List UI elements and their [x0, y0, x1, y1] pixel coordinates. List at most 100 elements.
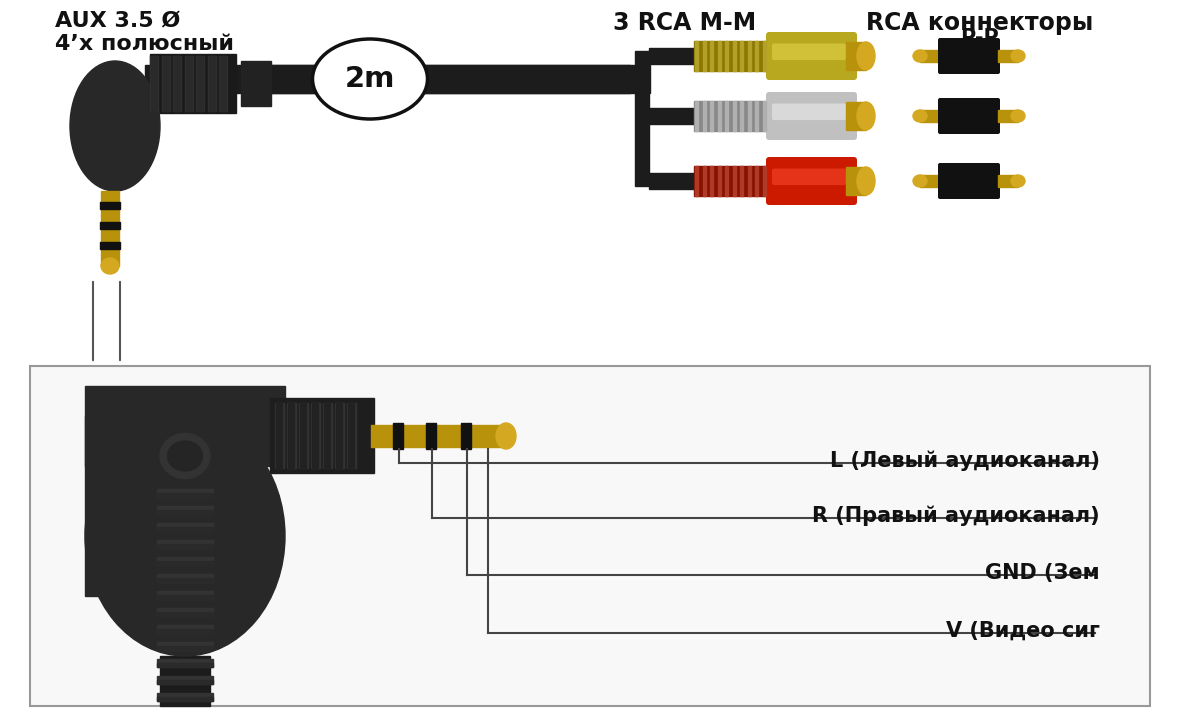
- Ellipse shape: [312, 39, 428, 119]
- FancyBboxPatch shape: [772, 169, 847, 185]
- Bar: [241, 61, 270, 106]
- Bar: [648, 173, 694, 189]
- Ellipse shape: [857, 42, 875, 70]
- Bar: [157, 680, 213, 684]
- Bar: [288, 403, 294, 468]
- Bar: [196, 56, 204, 111]
- Bar: [270, 398, 374, 473]
- Bar: [157, 693, 213, 701]
- Bar: [299, 403, 307, 468]
- Bar: [335, 403, 344, 468]
- Bar: [755, 101, 758, 131]
- Bar: [209, 56, 215, 111]
- Bar: [718, 166, 720, 196]
- Bar: [157, 574, 213, 582]
- Bar: [174, 56, 180, 111]
- Bar: [348, 403, 354, 468]
- Bar: [157, 697, 213, 701]
- Ellipse shape: [101, 258, 119, 274]
- Bar: [157, 527, 213, 531]
- Bar: [100, 202, 120, 209]
- Ellipse shape: [160, 433, 210, 479]
- FancyBboxPatch shape: [938, 163, 1000, 199]
- Bar: [157, 591, 213, 599]
- Ellipse shape: [913, 175, 927, 187]
- Text: V (Видео сиг: V (Видео сиг: [946, 621, 1100, 641]
- Bar: [920, 175, 940, 187]
- Text: GND (Зем: GND (Зем: [986, 563, 1100, 583]
- Bar: [157, 557, 213, 565]
- Bar: [997, 175, 1017, 187]
- Ellipse shape: [913, 50, 927, 62]
- Bar: [157, 506, 213, 514]
- Bar: [269, 65, 630, 93]
- Bar: [157, 612, 213, 616]
- Bar: [150, 56, 158, 111]
- Bar: [710, 41, 713, 71]
- Ellipse shape: [913, 110, 927, 122]
- Bar: [151, 56, 157, 111]
- Bar: [157, 642, 213, 650]
- Ellipse shape: [85, 416, 285, 656]
- Bar: [371, 425, 501, 447]
- Bar: [694, 41, 769, 71]
- Bar: [920, 110, 940, 122]
- FancyBboxPatch shape: [772, 104, 847, 120]
- Bar: [847, 167, 867, 195]
- Bar: [997, 110, 1017, 122]
- Ellipse shape: [496, 423, 516, 449]
- Text: AUX 3.5 Ø
4’x полюсный: AUX 3.5 Ø 4’x полюсный: [55, 11, 233, 54]
- Bar: [635, 51, 648, 186]
- Text: 3 RCA M-M: 3 RCA M-M: [613, 11, 757, 35]
- Bar: [718, 101, 720, 131]
- Bar: [718, 41, 720, 71]
- FancyBboxPatch shape: [772, 43, 847, 60]
- FancyBboxPatch shape: [938, 98, 1000, 134]
- Bar: [725, 41, 727, 71]
- Bar: [269, 65, 650, 93]
- Bar: [694, 166, 698, 196]
- Bar: [311, 403, 320, 468]
- Bar: [100, 222, 120, 229]
- Bar: [703, 41, 705, 71]
- Bar: [847, 42, 867, 70]
- Bar: [740, 101, 743, 131]
- Bar: [163, 56, 169, 111]
- Bar: [208, 56, 216, 111]
- Bar: [157, 608, 213, 616]
- Bar: [157, 646, 213, 650]
- Bar: [157, 561, 213, 565]
- Bar: [162, 56, 170, 111]
- Ellipse shape: [1012, 50, 1025, 62]
- Bar: [732, 41, 736, 71]
- Bar: [157, 595, 213, 599]
- Bar: [725, 166, 727, 196]
- Bar: [157, 659, 213, 667]
- Ellipse shape: [857, 102, 875, 130]
- Bar: [732, 166, 736, 196]
- Bar: [920, 50, 940, 62]
- FancyBboxPatch shape: [29, 366, 1150, 706]
- Bar: [393, 423, 403, 449]
- Bar: [157, 625, 213, 633]
- Bar: [732, 101, 736, 131]
- Text: R (Правый аудиоканал): R (Правый аудиоканал): [812, 505, 1100, 526]
- Bar: [426, 423, 436, 449]
- Bar: [157, 489, 213, 497]
- Text: P-P: P-P: [961, 28, 1000, 48]
- Bar: [157, 629, 213, 633]
- Bar: [157, 493, 213, 497]
- FancyBboxPatch shape: [766, 92, 857, 140]
- Bar: [710, 166, 713, 196]
- Bar: [997, 50, 1017, 62]
- Bar: [755, 41, 758, 71]
- Bar: [747, 166, 751, 196]
- Bar: [763, 166, 765, 196]
- Bar: [336, 403, 342, 468]
- Bar: [725, 101, 727, 131]
- Bar: [173, 56, 182, 111]
- Bar: [763, 101, 765, 131]
- FancyBboxPatch shape: [766, 32, 857, 80]
- Bar: [694, 166, 769, 196]
- Bar: [85, 416, 195, 596]
